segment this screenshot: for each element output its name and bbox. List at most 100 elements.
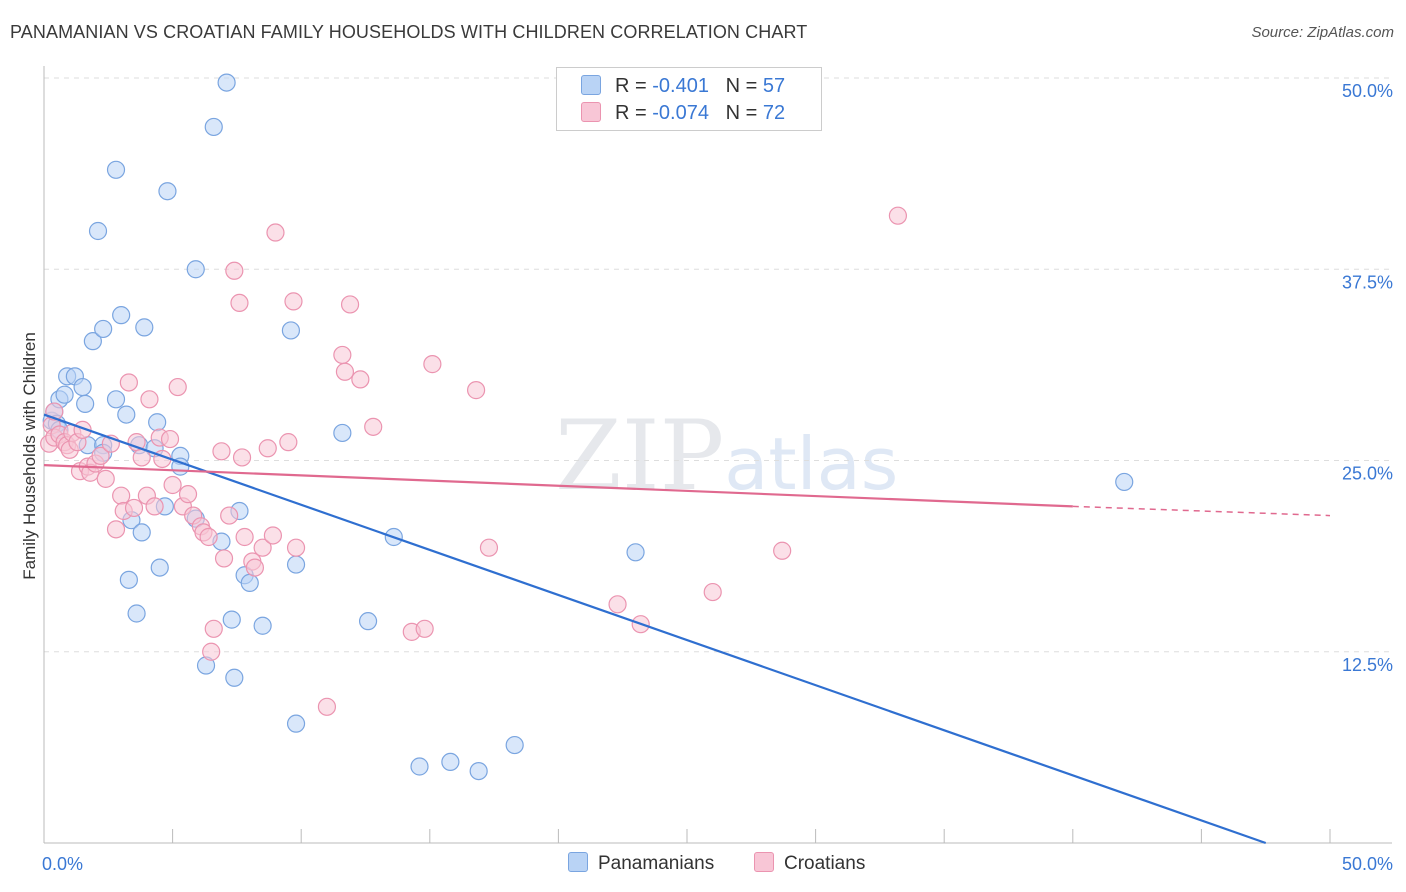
panamanian-point: [358, 612, 378, 631]
legend-swatch-croatians: [581, 102, 601, 122]
panamanian-point: [127, 604, 146, 623]
croatian-point: [91, 446, 110, 466]
croatian-trend-extension: [1072, 505, 1331, 517]
panamanian-point: [83, 332, 102, 351]
croatian-point: [112, 486, 131, 505]
croatian-point: [163, 475, 182, 495]
croatian-point: [608, 595, 627, 614]
panamanian-point: [204, 117, 223, 137]
croatian-point: [106, 520, 126, 539]
panamanian-point: [240, 573, 259, 593]
croatian-point: [119, 373, 138, 392]
croatian-point: [351, 370, 370, 389]
legend-n-value-croatians: 72: [762, 102, 786, 124]
legend-r-label: R =: [615, 102, 647, 124]
croatian-point: [168, 377, 187, 397]
legend-r-label: R =: [615, 75, 647, 97]
panamanian-point: [117, 405, 136, 424]
croatian-point: [286, 538, 306, 557]
panamanian-point: [73, 377, 92, 397]
panamanian-point: [286, 714, 306, 733]
croatian-point: [703, 582, 722, 602]
croatian-point: [258, 439, 277, 458]
croatian-point: [340, 295, 360, 314]
croatian-point: [232, 448, 252, 467]
panamanian-point: [186, 260, 205, 279]
croatian-point: [263, 526, 283, 545]
panamanian-point: [1115, 472, 1134, 492]
croatian-point: [124, 498, 144, 518]
croatian-point: [220, 506, 239, 525]
y-tick-label: 37.5%: [1342, 272, 1393, 292]
bottom-legend-panamanians: Panamanians: [568, 852, 714, 875]
panamanian-point: [112, 306, 131, 325]
panamanian-point: [158, 182, 177, 201]
croatian-point: [96, 469, 115, 488]
panamanian-point: [333, 423, 352, 443]
croatian-point: [284, 292, 303, 311]
legend-swatch-panamanians: [581, 75, 601, 95]
croatian-point: [773, 541, 792, 560]
panamanian-point: [469, 761, 488, 781]
croatian-point: [479, 538, 499, 557]
bottom-legend-swatch-panamanians: [568, 852, 588, 872]
croatian-point: [423, 355, 442, 374]
panamanian-point: [76, 394, 95, 413]
croatian-point: [204, 619, 223, 638]
legend-n-value-panamanians: 57: [762, 75, 786, 97]
legend-row-panamanians: R = -0.401 N = 57: [581, 75, 785, 99]
source-label: Source: ZipAtlas.com: [1251, 24, 1394, 41]
panamanian-point: [286, 555, 306, 574]
panamanian-point: [253, 616, 272, 635]
croatian-point: [466, 381, 486, 400]
croatian-point: [335, 362, 355, 381]
panamanian-point: [222, 610, 241, 629]
y-tick-label: 12.5%: [1342, 655, 1393, 675]
croatian-point: [364, 417, 383, 436]
panamanian-point: [94, 319, 113, 339]
y-tick-label: 50.0%: [1342, 81, 1393, 101]
panamanian-point: [505, 735, 524, 755]
correlation-legend: R = -0.401 N = 57 R = -0.074 N = 72: [556, 67, 822, 131]
bottom-legend-label-croatians: Croatians: [784, 853, 866, 874]
legend-r-value-panamanians: -0.401: [652, 75, 709, 97]
legend-r-value-croatians: -0.074: [652, 102, 709, 124]
bottom-legend-croatians: Croatians: [754, 852, 865, 875]
croatian-point: [415, 619, 434, 638]
panamanian-point: [281, 321, 301, 340]
croatian-point: [245, 558, 265, 577]
croatian-point: [253, 538, 272, 557]
croatian-point: [140, 390, 159, 409]
x-tick-label: 50.0%: [1342, 854, 1393, 874]
croatian-point: [266, 223, 285, 242]
panamanian-point: [135, 318, 154, 337]
chart-title: PANAMANIAN VS CROATIAN FAMILY HOUSEHOLDS…: [10, 22, 808, 42]
croatian-point: [235, 527, 254, 547]
panamanian-point: [225, 668, 244, 687]
croatian-point: [212, 442, 231, 461]
panamanian-point: [441, 752, 460, 772]
croatian-point: [202, 642, 221, 661]
bottom-legend-label-panamanians: Panamanians: [598, 853, 715, 874]
croatian-point: [317, 697, 337, 716]
croatian-point: [178, 485, 198, 504]
y-tick-label: 25.0%: [1342, 464, 1393, 484]
croatian-trend-line: [43, 463, 1073, 508]
panamanian-point: [55, 385, 74, 404]
panamanian-point: [626, 543, 645, 562]
panamanian-point: [119, 570, 138, 589]
x-tick-label: 0.0%: [42, 854, 83, 874]
croatian-point: [230, 293, 249, 313]
panamanian-point: [150, 558, 169, 577]
croatian-point: [225, 261, 244, 280]
legend-n-label: N =: [725, 102, 758, 124]
croatian-point: [333, 345, 352, 365]
panamanian-point: [106, 390, 126, 409]
croatian-point: [160, 429, 180, 449]
legend-n-label: N =: [725, 75, 758, 97]
panamanian-point: [148, 413, 167, 432]
croatian-point: [214, 549, 234, 568]
legend-row-croatians: R = -0.074 N = 72: [581, 102, 785, 126]
panamanian-point: [132, 523, 151, 542]
